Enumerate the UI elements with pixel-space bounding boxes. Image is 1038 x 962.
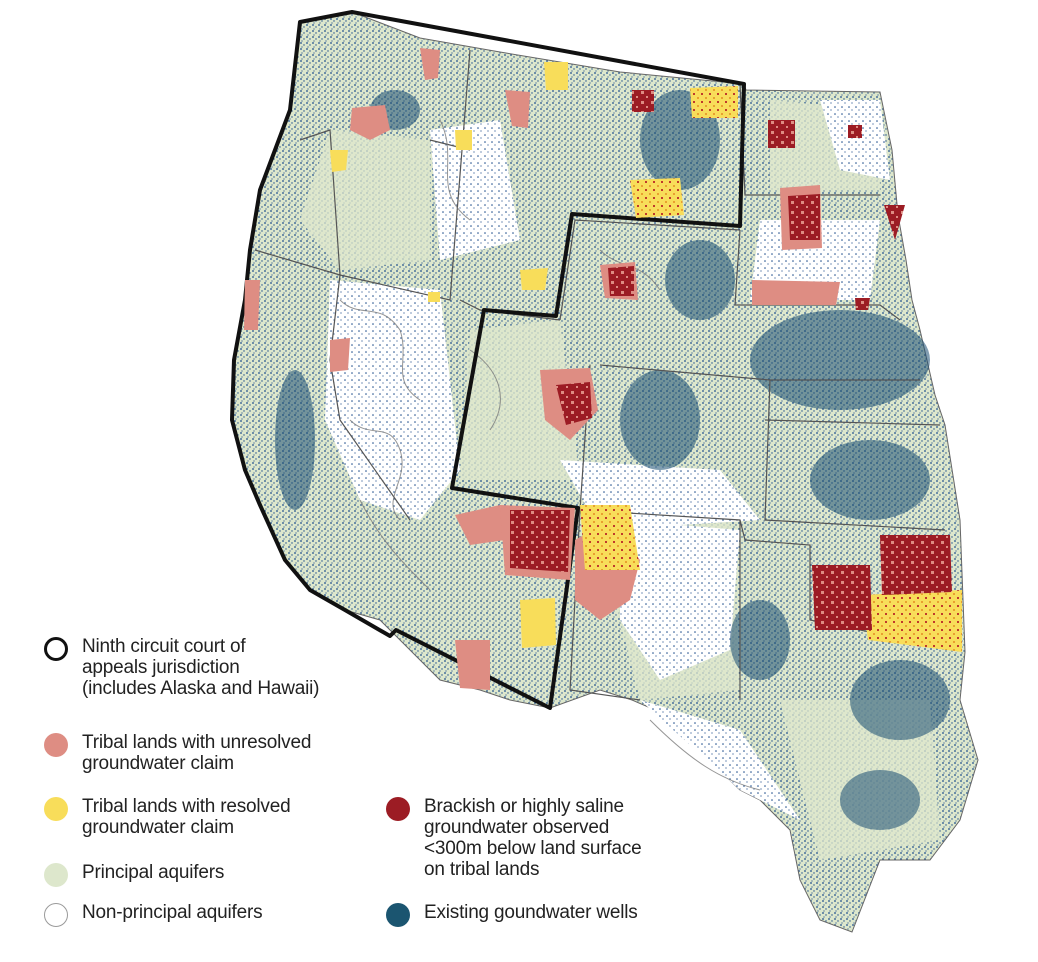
legend-item-saline: Brackish or highly saline groundwater ob…: [386, 796, 666, 880]
non-principal-swatch-icon: [44, 903, 68, 927]
legend-item-principal: Principal aquifers: [44, 862, 364, 887]
saline-groundwater-areas: [510, 90, 952, 630]
saline-swatch-icon: [386, 797, 410, 821]
resolved-swatch-icon: [44, 797, 68, 821]
legend-label-wells: Existing goundwater wells: [424, 902, 638, 923]
legend-item-resolved: Tribal lands with resolved groundwater c…: [44, 796, 364, 838]
wells-swatch-icon: [386, 903, 410, 927]
ninth-circuit-outline: [230, 10, 746, 710]
legend-item-ninth-circuit: Ninth circuit court of appeals jurisdict…: [44, 636, 364, 699]
legend-label-saline: Brackish or highly saline groundwater ob…: [424, 796, 642, 880]
tribal-lands-resolved: [330, 62, 962, 652]
principal-swatch-icon: [44, 863, 68, 887]
ninth-circuit-swatch-icon: [44, 637, 68, 661]
legend-label-non-principal: Non-principal aquifers: [82, 902, 263, 923]
legend-item-wells: Existing goundwater wells: [386, 902, 686, 927]
legend-label-unresolved: Tribal lands with unresolved groundwater…: [82, 732, 312, 774]
aquifer-contours: [339, 119, 761, 791]
legend-label-resolved: Tribal lands with resolved groundwater c…: [82, 796, 291, 838]
legend-label-ninth-circuit: Ninth circuit court of appeals jurisdict…: [82, 636, 320, 699]
dense-well-clusters: [275, 90, 950, 830]
unresolved-swatch-icon: [44, 733, 68, 757]
legend-label-principal: Principal aquifers: [82, 862, 225, 883]
legend-item-unresolved: Tribal lands with unresolved groundwater…: [44, 732, 364, 774]
legend-item-non-principal: Non-principal aquifers: [44, 902, 364, 927]
